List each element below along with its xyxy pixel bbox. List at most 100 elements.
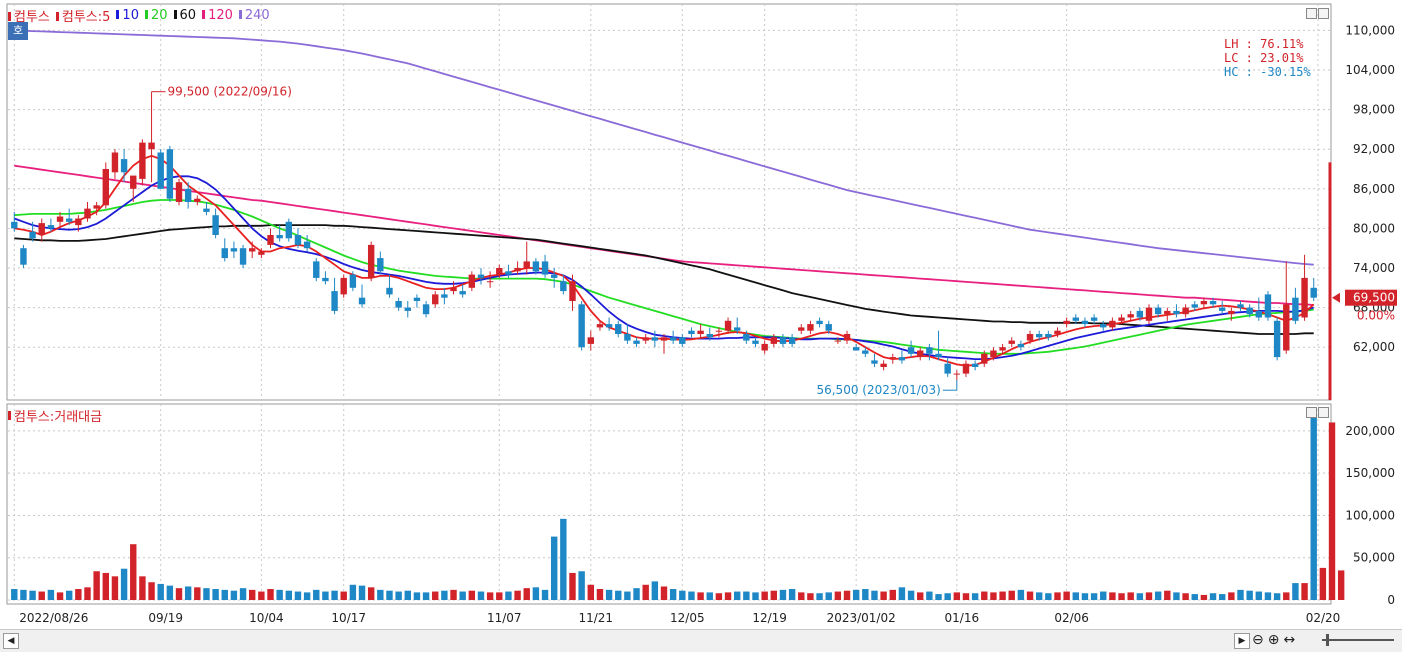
candle-body [1237, 304, 1244, 308]
zoom-slider-handle[interactable] [1326, 634, 1329, 646]
time-tick-label: 02/20 [1306, 611, 1341, 625]
ho-label[interactable]: 호 [8, 22, 28, 40]
scroll-left-button[interactable]: ◀ [3, 633, 19, 649]
zoom-controls: ⊖ ⊕ ↔ [1252, 632, 1295, 648]
candle-body [761, 343, 768, 351]
candle-body [1246, 307, 1253, 315]
volume-tick-label: 100,000 [1345, 508, 1395, 522]
candle-body [1273, 320, 1281, 358]
volume-bar [377, 589, 384, 600]
volume-bar [93, 571, 100, 600]
candle-body [880, 363, 887, 367]
candle-body [1182, 307, 1189, 315]
candle-body [1072, 317, 1079, 321]
volume-bar [999, 591, 1006, 600]
volume-bar [1264, 592, 1272, 600]
volume-bar [1081, 593, 1089, 600]
candle-body [1008, 340, 1015, 344]
candle-body [285, 221, 293, 239]
volume-bar [47, 589, 55, 600]
candle-body [1090, 317, 1098, 321]
price-tick-label: 104,000 [1345, 63, 1395, 77]
current-price-box [1345, 289, 1397, 306]
candle-body [724, 320, 732, 331]
volume-bar [651, 581, 659, 600]
volume-bar [340, 591, 347, 600]
volume-tick-label: 150,000 [1345, 466, 1395, 480]
candle-body [1054, 330, 1061, 334]
zoom-in-icon[interactable]: ⊕ [1267, 632, 1280, 648]
volume-bar [1054, 592, 1061, 600]
candle-body [1209, 301, 1217, 305]
candle-body [450, 287, 457, 292]
candle-body [569, 281, 576, 301]
volume-bar [706, 592, 713, 600]
volume-bar [569, 572, 576, 600]
time-tick-label: 2023/01/02 [827, 611, 896, 625]
volume-bar [615, 590, 622, 600]
time-tick-label: 11/21 [578, 611, 613, 625]
volume-bar [1100, 591, 1107, 600]
candle-body [752, 340, 759, 344]
horizontal-scrollbar[interactable]: ◀ ▶ ⊖ ⊕ ↔ [0, 629, 1402, 652]
volume-bar [11, 589, 18, 600]
candle-body [194, 198, 201, 202]
volume-bar [688, 591, 695, 600]
volume-bar [953, 592, 961, 600]
candle-body [1063, 320, 1070, 325]
legend-item-ma120: 120 [202, 8, 233, 23]
time-tick-label: 11/07 [487, 611, 522, 625]
panel-close-icon[interactable] [1318, 8, 1329, 19]
volume-bar [441, 590, 448, 600]
volume-bar [1017, 589, 1025, 600]
volume-bar [130, 544, 137, 600]
volume-bar [157, 583, 164, 600]
candlesticks [11, 99, 1317, 381]
panel-minimize-icon[interactable] [1306, 8, 1317, 19]
lc-stat: LC : 23.01% [1224, 51, 1304, 65]
axes: 110,000 104,000 98,000 92,000 86,000 80,000 74… [19, 23, 1395, 625]
candle-body [999, 347, 1006, 351]
candle-body [20, 248, 27, 265]
candle-body [93, 205, 100, 209]
candle-body [560, 281, 567, 292]
candle-body [203, 208, 210, 212]
ma60-line [14, 224, 1314, 335]
price-tick-label: 86,000 [1353, 182, 1395, 196]
candle-body [303, 241, 311, 249]
volume-bar [880, 591, 887, 600]
zoom-slider[interactable] [1322, 639, 1394, 641]
volume-bar [1173, 592, 1180, 600]
candle-body [249, 248, 256, 252]
volume-bar [1145, 592, 1153, 600]
volume-bar [1292, 583, 1299, 600]
volume-bar [395, 591, 402, 600]
volume-bar [1319, 567, 1327, 600]
candle-body [624, 334, 631, 341]
candle-body [898, 357, 906, 361]
grid-lines [8, 4, 1330, 601]
candle-body [29, 231, 36, 239]
candle-body [871, 360, 878, 364]
low-annotation: 56,500 (2023/01/03) [816, 383, 940, 397]
volume-panel-minimize-icon[interactable] [1306, 407, 1317, 418]
candle-body [413, 297, 421, 301]
candle-body [313, 261, 320, 278]
scroll-right-button[interactable]: ▶ [1234, 633, 1250, 649]
volume-bar [358, 585, 366, 600]
candle-body [505, 271, 512, 275]
volume-bar [1301, 583, 1308, 600]
volume-panel-close-icon[interactable] [1318, 407, 1329, 418]
hc-stat: HC : -30.15% [1224, 65, 1311, 79]
candle-body [669, 337, 677, 341]
volume-bar [486, 592, 494, 600]
volume-bar [715, 593, 723, 600]
legend-item-ma10: 10 [116, 8, 139, 23]
volume-bar [587, 584, 594, 600]
zoom-fit-icon[interactable]: ↔ [1283, 632, 1296, 648]
candle-body [38, 223, 45, 235]
volume-bar [935, 594, 942, 600]
zoom-out-icon[interactable]: ⊖ [1252, 632, 1264, 648]
legend-item-ma5: 컴투스:5 [55, 6, 110, 25]
